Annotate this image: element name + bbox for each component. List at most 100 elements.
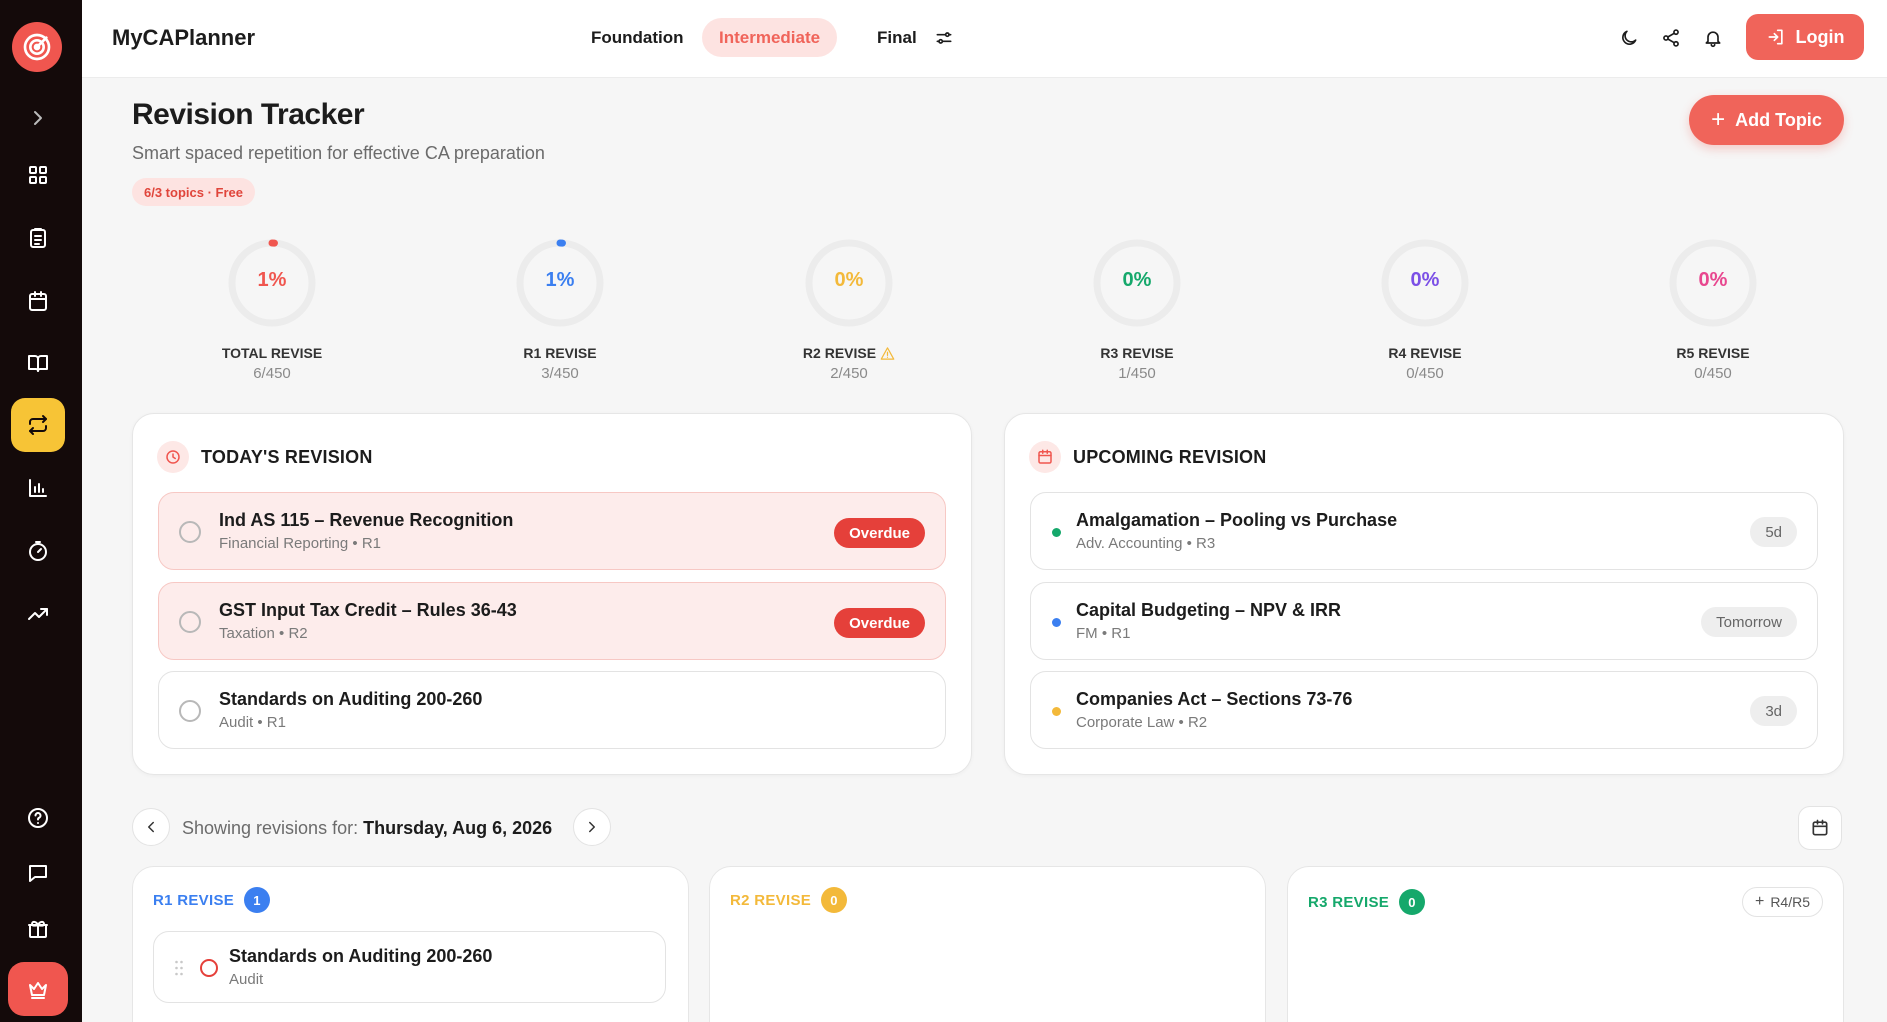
add-topic-label: Add Topic xyxy=(1735,109,1822,130)
date-prefix: Showing revisions for: xyxy=(182,818,359,838)
progress-ring xyxy=(516,239,604,327)
previous-day-button[interactable] xyxy=(132,808,170,846)
stat-r5-revise: 0% R5 REVISE 0/450 xyxy=(1613,238,1813,388)
tab-foundation[interactable]: Foundation xyxy=(591,27,684,47)
today-item[interactable]: Ind AS 115 – Revenue Recognition Financi… xyxy=(158,492,946,570)
trending-up-icon xyxy=(28,608,48,620)
moon-icon xyxy=(1622,30,1637,45)
main-content: Revision Tracker Smart spaced repetition… xyxy=(82,78,1887,1022)
pick-date-button[interactable] xyxy=(1798,806,1842,850)
stat-r3-revise: 0% R3 REVISE 1/450 xyxy=(1037,238,1237,388)
sidebar-item-calendar[interactable] xyxy=(11,274,65,328)
status-dot xyxy=(1052,618,1061,627)
sidebar-item-analytics[interactable] xyxy=(11,461,65,515)
status-dot xyxy=(1052,707,1061,716)
sidebar-item-study[interactable] xyxy=(11,336,65,390)
gift-icon xyxy=(28,920,48,938)
stat-count: 0/450 xyxy=(1694,365,1732,382)
stat-total-revise: 1% TOTAL REVISE 6/450 xyxy=(172,238,372,388)
upcoming-revision-header: UPCOMING REVISION xyxy=(1029,441,1266,473)
sidebar-item-dashboard[interactable] xyxy=(11,148,65,202)
ring-track xyxy=(1669,239,1757,327)
top-bar: MyCAPlanner Foundation Intermediate Fina… xyxy=(82,0,1887,78)
stat-label-text: R5 REVISE xyxy=(1676,345,1750,361)
stat-r2-revise: 0% R2 REVISE 2/450 xyxy=(749,238,949,388)
sidebar-rail xyxy=(0,0,82,1022)
sidebar-item-rewards[interactable] xyxy=(11,901,65,955)
plus-icon: + xyxy=(1754,893,1765,910)
topic-meta: Corporate Law • R2 xyxy=(1076,714,1208,731)
upcoming-revision-title: UPCOMING REVISION xyxy=(1073,446,1267,467)
due-badge: 3d xyxy=(1750,696,1797,726)
ring-fill xyxy=(516,239,604,327)
stat-label-text: R1 REVISE xyxy=(523,345,597,361)
todays-revision-header: TODAY'S REVISION xyxy=(157,441,373,473)
drag-handle-icon[interactable] xyxy=(174,959,184,977)
stat-percent: 1% xyxy=(257,269,287,291)
today-item[interactable]: Standards on Auditing 200-260 Audit • R1 xyxy=(158,671,946,749)
topic-title: Standards on Auditing 200-260 xyxy=(219,689,483,709)
r3-column-header: R3 REVISE 0 xyxy=(1308,889,1426,915)
sliders-icon xyxy=(936,32,952,44)
upcoming-item[interactable]: Companies Act – Sections 73-76 Corporate… xyxy=(1030,671,1818,749)
stat-percent: 0% xyxy=(1698,269,1728,291)
theme-toggle-button[interactable] xyxy=(1615,24,1643,52)
sidebar-item-progress[interactable] xyxy=(11,587,65,641)
progress-ring xyxy=(1669,239,1757,327)
stopwatch-icon xyxy=(29,541,47,561)
upcoming-item[interactable]: Amalgamation – Pooling vs Purchase Adv. … xyxy=(1030,492,1818,570)
plan-badge: 6/3 topics · Free xyxy=(132,178,255,206)
topic-title: Amalgamation – Pooling vs Purchase xyxy=(1076,510,1398,530)
complete-checkbox[interactable] xyxy=(200,959,218,977)
upcoming-item[interactable]: Capital Budgeting – NPV & IRR FM • R1 To… xyxy=(1030,582,1818,660)
sidebar-item-tasks[interactable] xyxy=(11,211,65,265)
book-open-icon xyxy=(28,355,48,372)
r2-column-header: R2 REVISE 0 xyxy=(730,887,848,913)
calendar-icon xyxy=(1812,819,1828,836)
add-topic-button[interactable]: + Add Topic xyxy=(1689,95,1844,145)
tab-final[interactable]: Final xyxy=(877,27,917,47)
stat-r4-revise: 0% R4 REVISE 0/450 xyxy=(1325,238,1525,388)
calendar-icon xyxy=(1029,441,1061,473)
bell-icon xyxy=(1705,31,1721,48)
sidebar-item-feedback[interactable] xyxy=(11,846,65,900)
stat-count: 0/450 xyxy=(1406,365,1444,382)
column-label: R2 REVISE xyxy=(730,891,812,909)
stat-label-text: R4 REVISE xyxy=(1388,345,1462,361)
ring-fill xyxy=(228,239,316,327)
login-button[interactable]: Login xyxy=(1746,14,1864,60)
stat-percent: 1% xyxy=(545,269,575,291)
complete-checkbox[interactable] xyxy=(179,521,201,543)
complete-checkbox[interactable] xyxy=(179,700,201,722)
plus-icon: + xyxy=(1711,106,1726,133)
filter-button[interactable] xyxy=(930,24,958,52)
topic-title: Capital Budgeting – NPV & IRR xyxy=(1076,600,1342,620)
topic-title: Ind AS 115 – Revenue Recognition xyxy=(219,510,514,530)
ring-track xyxy=(1093,239,1181,327)
today-item[interactable]: GST Input Tax Credit – Rules 36-43 Taxat… xyxy=(158,582,946,660)
expand-sidebar-button[interactable] xyxy=(11,91,65,145)
topic-meta: FM • R1 xyxy=(1076,625,1131,642)
sidebar-item-timer[interactable] xyxy=(11,524,65,578)
stat-percent: 0% xyxy=(834,269,864,291)
ring-track xyxy=(805,239,893,327)
revision-card[interactable]: Standards on Auditing 200-260 Audit xyxy=(153,931,666,1003)
app-logo[interactable] xyxy=(12,22,62,72)
notifications-button[interactable] xyxy=(1699,24,1727,52)
complete-checkbox[interactable] xyxy=(179,611,201,633)
next-day-button[interactable] xyxy=(573,808,611,846)
stat-label-text: R2 REVISE xyxy=(802,345,877,361)
stat-label: R5 REVISE xyxy=(1613,345,1813,361)
sidebar-item-revision[interactable] xyxy=(11,398,65,452)
clock-icon xyxy=(157,441,189,473)
premium-button[interactable] xyxy=(8,962,68,1016)
brand-name[interactable]: MyCAPlanner xyxy=(112,25,256,50)
chevron-right-icon xyxy=(589,821,595,833)
tab-intermediate[interactable]: Intermediate xyxy=(702,18,838,57)
share-button[interactable] xyxy=(1657,24,1685,52)
status-dot xyxy=(1052,528,1061,537)
sidebar-item-help[interactable] xyxy=(11,791,65,845)
progress-ring xyxy=(805,239,893,327)
progress-ring xyxy=(228,239,316,327)
add-r4-r5-button[interactable]: + R4/R5 xyxy=(1741,887,1823,917)
